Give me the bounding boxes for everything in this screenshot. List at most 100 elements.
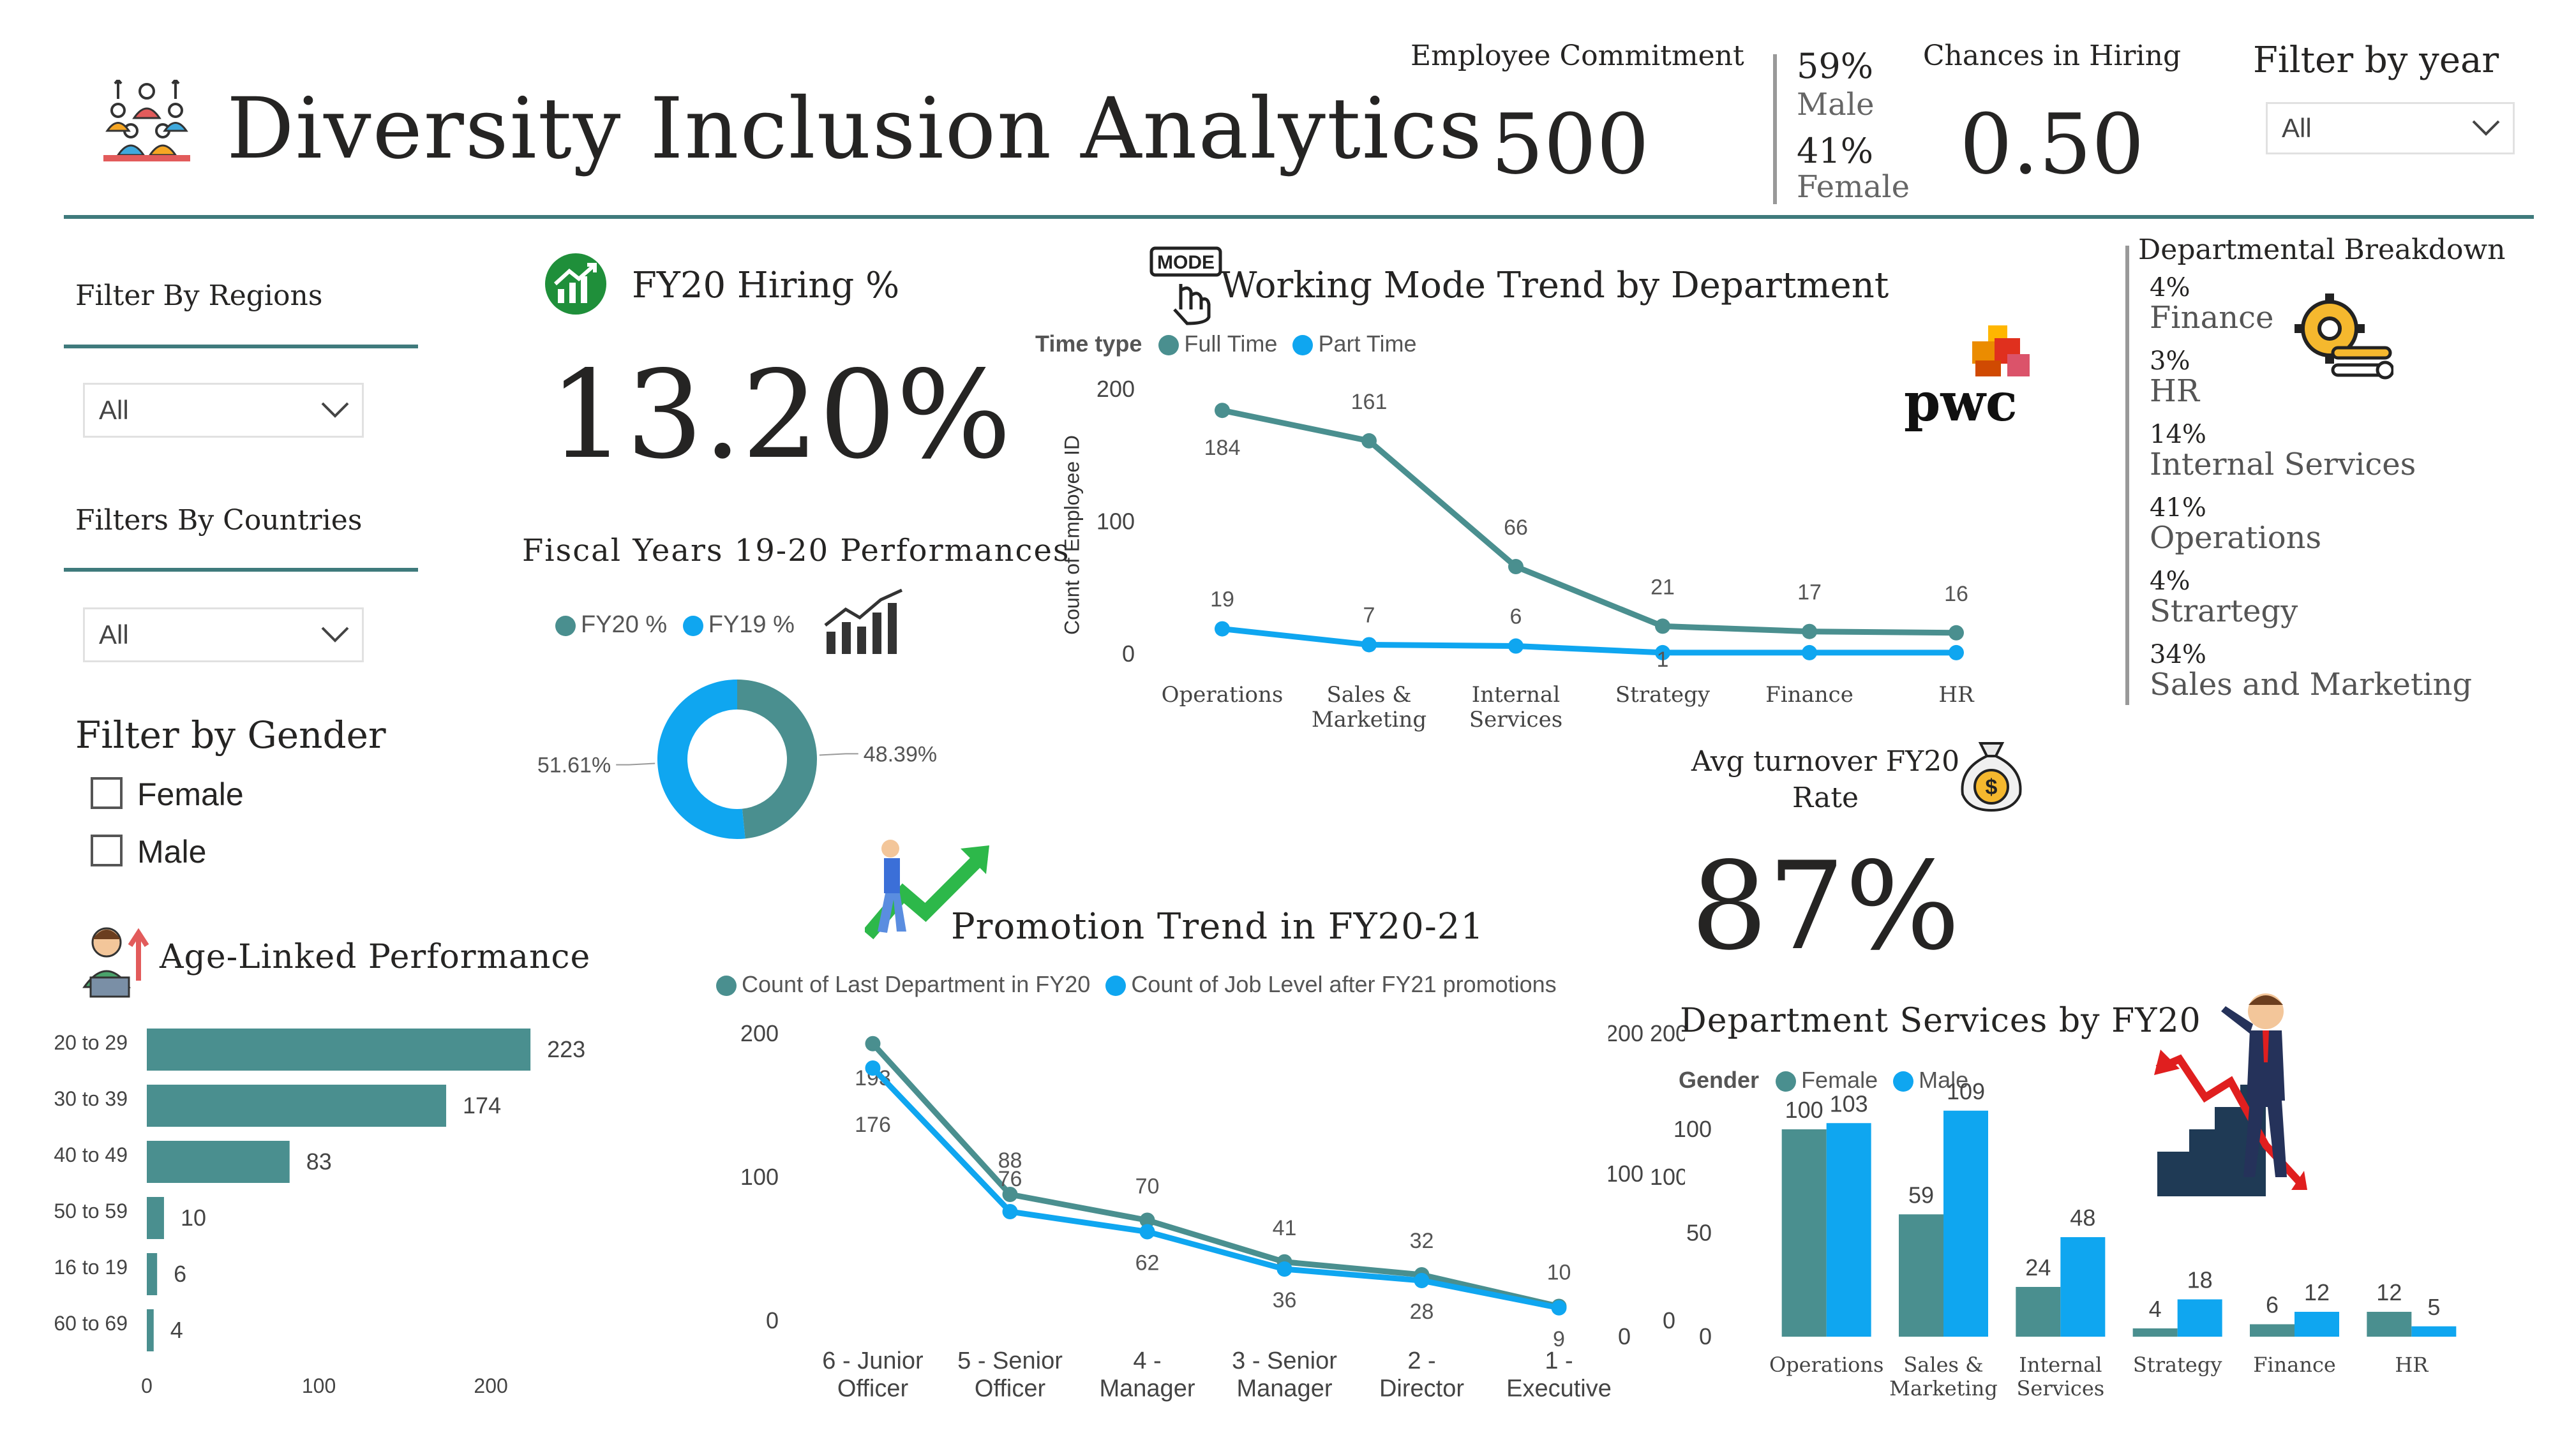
dept-bar-value-label: 12 <box>2304 1279 2330 1305</box>
x-category-label: 5 - Senior Officer <box>957 1348 1063 1402</box>
female-percent: 41% <box>1797 131 1874 171</box>
age-x-tick-label: 100 <box>302 1374 336 1397</box>
series-point <box>1949 625 1964 641</box>
x-category-label: 2 -Director <box>1379 1348 1464 1402</box>
female-label: Female <box>1797 169 1910 205</box>
breakdown-item-percent: 4% <box>2150 567 2190 596</box>
series-point <box>1508 559 1524 575</box>
age-bar-value-label: 174 <box>463 1092 501 1118</box>
x-category-label: HR <box>2395 1353 2429 1377</box>
age-category-label: 30 to 39 <box>54 1087 128 1110</box>
working-mode-legend-part-time: Part Time <box>1292 331 1417 357</box>
age-bar-value-label: 10 <box>181 1205 206 1231</box>
countries-filter-dropdown[interactable]: All <box>83 607 364 662</box>
dept-bar-value-label: 24 <box>2025 1254 2051 1281</box>
breakdown-divider <box>2125 246 2129 705</box>
page-title: Diversity Inclusion Analytics <box>227 80 1483 178</box>
x-category-label: Internal Services <box>1469 682 1562 732</box>
age-bar <box>147 1309 154 1351</box>
age-bar-value-label: 83 <box>306 1148 332 1175</box>
breakdown-item-name: Internal Services <box>2150 447 2416 482</box>
hiring-title: FY20 Hiring % <box>632 265 900 306</box>
series-point <box>865 1036 881 1051</box>
promotion-growth-icon <box>862 836 992 947</box>
male-checkbox[interactable] <box>91 835 123 866</box>
age-bar-value-label: 6 <box>174 1261 186 1287</box>
age-performance-title: Age-Linked Performance <box>160 938 591 976</box>
employee-commitment-label: Employee Commitment <box>1411 40 1744 72</box>
header-vertical-divider <box>1773 54 1777 204</box>
chevron-down-icon <box>321 627 349 643</box>
y-tick-label: 200 <box>740 1020 779 1046</box>
svg-text:$: $ <box>1986 775 1998 799</box>
y-tick-label: 100 <box>740 1164 779 1190</box>
age-category-label: 40 to 49 <box>54 1143 128 1166</box>
dept-bar-value-label: 6 <box>2266 1292 2279 1318</box>
secondary-y-tick-label: 200 <box>1650 1020 1685 1046</box>
series-point <box>1139 1224 1155 1240</box>
series-point <box>1551 1300 1567 1316</box>
pwc-logo: pwc <box>1899 322 2046 437</box>
dept-services-legend-female: Female <box>1776 1067 1878 1093</box>
countries-filter-divider <box>64 568 418 572</box>
donut-slice <box>737 680 818 839</box>
dept-services-title: Department Services by FY20 <box>1680 1002 2201 1040</box>
series-point <box>1414 1273 1430 1288</box>
regions-filter-dropdown[interactable]: All <box>83 383 364 438</box>
series-point <box>1802 623 1817 639</box>
turnover-value: 87% <box>1690 836 1961 977</box>
y-tick-label: 100 <box>1673 1116 1712 1142</box>
x-category-label: Internal Services <box>2016 1353 2104 1400</box>
female-checkbox[interactable] <box>91 777 123 809</box>
series-point <box>1002 1187 1018 1202</box>
data-label: 1 <box>1657 648 1669 672</box>
year-filter-dropdown[interactable]: All <box>2266 102 2515 154</box>
dept-bar-value-label: 5 <box>2427 1294 2440 1320</box>
series-point <box>865 1060 881 1076</box>
donut-leader-line <box>616 762 655 766</box>
age-bar-chart: 20 to 29 223 30 to 39 174 40 to 49 83 50 to 59… <box>54 1029 585 1397</box>
dept-services-legend-title: Gender <box>1679 1067 1760 1093</box>
series-point <box>1949 644 1964 660</box>
dept-bar-value-label: 109 <box>1947 1078 1985 1104</box>
breakdown-item-name: HR <box>2150 373 2199 409</box>
data-label: 17 <box>1797 581 1822 605</box>
gear-tools-icon <box>2282 281 2395 383</box>
series-point <box>1002 1204 1018 1219</box>
age-x-tick-label: 0 <box>141 1374 153 1397</box>
age-bar-value-label: 4 <box>170 1317 183 1343</box>
series-point <box>1361 637 1377 653</box>
dept-bar <box>1826 1123 1871 1337</box>
outer-y-tick-label: 0 <box>1618 1323 1631 1349</box>
dept-bar <box>1781 1129 1827 1337</box>
fiscal-legend-item-fy20: FY20 % <box>555 611 667 638</box>
breakdown-item-percent: 41% <box>2150 493 2206 523</box>
age-x-tick-label: 200 <box>474 1374 507 1397</box>
age-category-label: 16 to 19 <box>54 1256 128 1279</box>
dept-services-legend: Gender Female Male <box>1679 1067 1968 1094</box>
dept-services-legend-male: Male <box>1893 1067 1968 1093</box>
mode-touch-icon: MODE <box>1149 246 1225 325</box>
gender-filter-label: Filter by Gender <box>75 713 386 757</box>
dept-bar <box>2060 1237 2106 1337</box>
dept-bar-value-label: 103 <box>1830 1090 1868 1117</box>
fiscal-bar-chart-icon <box>820 587 910 657</box>
dept-bar <box>2367 1312 2412 1337</box>
regions-filter-divider <box>64 345 418 348</box>
series-point <box>1802 644 1817 660</box>
promotion-legend-last-department: Count of Last Department in FY20 <box>716 971 1090 997</box>
dept-bar <box>2295 1312 2339 1337</box>
countries-filter-label: Filters By Countries <box>75 504 363 537</box>
dept-bar <box>1899 1214 1943 1337</box>
series-point <box>1361 433 1377 449</box>
y-tick-label: 200 <box>1097 376 1135 402</box>
fiscal-legend: FY20 % FY19 % <box>555 611 795 639</box>
secondary-y-tick-label: 0 <box>1663 1307 1675 1333</box>
series-point <box>1655 644 1670 660</box>
dept-bar-value-label: 18 <box>2187 1267 2213 1293</box>
chances-in-hiring-value: 0.50 <box>1959 96 2145 193</box>
x-category-label: Sales & Marketing <box>1312 682 1426 732</box>
dept-bar-value-label: 12 <box>2376 1279 2402 1305</box>
dept-bar <box>2177 1299 2222 1337</box>
employee-commitment-value: 500 <box>1490 96 1650 193</box>
